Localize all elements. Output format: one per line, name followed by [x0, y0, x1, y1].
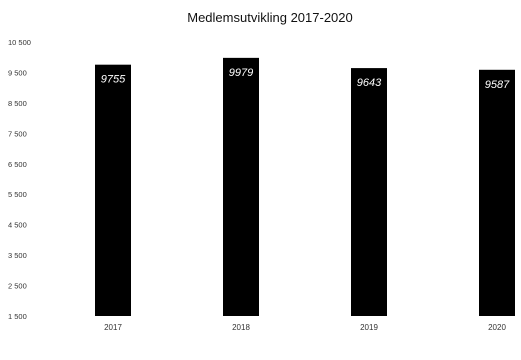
bars: 9755 9979 9643 9587	[95, 57, 515, 317]
y-tick-label: 10 500	[8, 38, 31, 47]
y-tick-label: 5 500	[8, 190, 27, 199]
y-tick-label: 3 500	[8, 251, 27, 260]
x-tick-label: 2019	[360, 323, 378, 332]
y-axis: 1 500 2 500 3 500 4 500 5 500 6 500 7 500 8 500…	[8, 38, 31, 321]
y-tick-label: 1 500	[8, 312, 27, 321]
bar-2019	[351, 68, 387, 317]
x-tick-label: 2020	[488, 323, 506, 332]
y-tick-label: 8 500	[8, 99, 27, 108]
bar-2020	[479, 69, 515, 316]
x-tick-label: 2018	[232, 323, 250, 332]
data-label-2018: 9979	[229, 67, 253, 79]
data-label-2020: 9587	[485, 79, 510, 91]
y-tick-label: 9 500	[8, 68, 27, 77]
y-tick-label: 4 500	[8, 221, 27, 230]
x-tick-label: 2017	[104, 323, 122, 332]
y-tick-label: 6 500	[8, 160, 27, 169]
y-tick-label: 7 500	[8, 129, 27, 138]
bar-2017	[95, 64, 131, 316]
bar-2018	[223, 57, 259, 316]
data-label-2017: 9755	[101, 74, 126, 86]
data-label-2019: 9643	[357, 77, 382, 89]
chart-title: Medlemsutvikling 2017-2020	[187, 10, 352, 25]
x-axis: 2017 2018 2019 2020	[104, 323, 506, 332]
y-tick-label: 2 500	[8, 282, 27, 291]
